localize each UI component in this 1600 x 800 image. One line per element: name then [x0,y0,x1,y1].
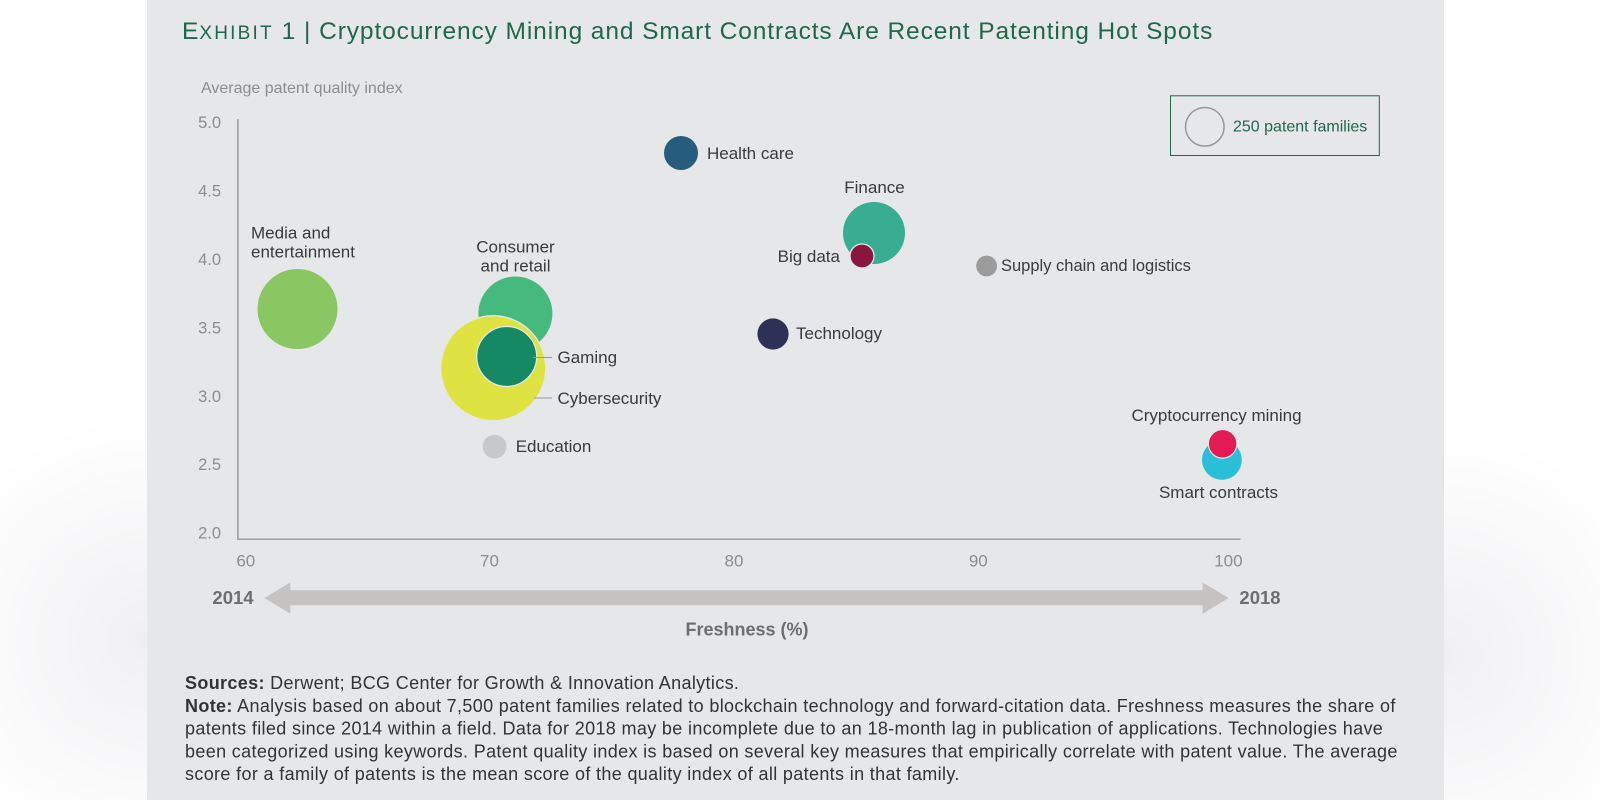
svg-text:entertainment: entertainment [251,243,355,262]
svg-text:3.0: 3.0 [198,388,221,406]
svg-text:Sources: Derwent; BCG Center f: Sources: Derwent; BCG Center for Growth … [185,673,739,693]
svg-text:60: 60 [236,552,255,571]
svg-text:70: 70 [480,552,499,571]
svg-text:EXHIBIT 1 | Cryptocurrency Min: EXHIBIT 1 | Cryptocurrency Mining and Sm… [182,18,1213,45]
svg-text:Finance: Finance [844,178,904,197]
svg-text:Cybersecurity: Cybersecurity [558,389,662,408]
svg-text:Consumer: Consumer [476,238,555,257]
svg-text:90: 90 [969,552,988,571]
svg-text:100: 100 [1214,552,1242,571]
svg-text:4.0: 4.0 [198,251,221,269]
svg-text:Smart contracts: Smart contracts [1159,483,1278,502]
svg-text:2.5: 2.5 [198,456,221,474]
svg-text:been categorized using keyword: been categorized using keywords. Patent … [185,741,1398,761]
svg-text:3.5: 3.5 [198,319,221,337]
svg-text:80: 80 [725,552,744,571]
svg-text:2.0: 2.0 [198,525,221,543]
svg-text:Education: Education [516,437,592,456]
svg-text:and retail: and retail [481,257,551,276]
svg-text:Freshness (%): Freshness (%) [685,620,808,640]
svg-text:Supply chain and logistics: Supply chain and logistics [1001,257,1191,275]
svg-text:score for a family of patents: score for a family of patents is the mea… [185,764,960,784]
svg-text:5.0: 5.0 [198,114,221,132]
svg-text:Average patent quality index: Average patent quality index [201,80,403,97]
svg-text:2014: 2014 [212,587,254,608]
svg-text:Note: Analysis based on about: Note: Analysis based on about 7,500 pate… [185,696,1396,716]
svg-text:patents filed since 2014 withi: patents filed since 2014 within a field.… [185,719,1383,739]
svg-text:2018: 2018 [1239,587,1280,608]
svg-text:Big data: Big data [778,247,841,266]
svg-text:4.5: 4.5 [198,183,221,201]
svg-text:Media and: Media and [251,224,330,243]
svg-text:Health care: Health care [707,144,794,163]
svg-text:Technology: Technology [796,324,883,343]
svg-text:250 patent families: 250 patent families [1233,119,1367,136]
svg-text:Cryptocurrency mining: Cryptocurrency mining [1131,406,1301,425]
svg-text:Gaming: Gaming [558,348,618,367]
